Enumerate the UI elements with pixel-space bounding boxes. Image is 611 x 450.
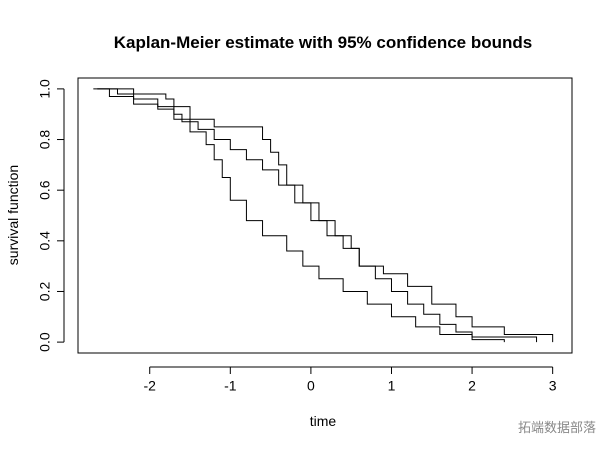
x-axis-label: time (310, 413, 337, 429)
x-tick-label: 2 (468, 378, 476, 394)
x-tick-label: 1 (388, 378, 396, 394)
watermark: 拓端数据部落 (518, 420, 596, 435)
chart-title: Kaplan-Meier estimate with 95% confidenc… (114, 33, 532, 52)
y-tick-label: 0.0 (37, 332, 53, 352)
plot-frame (77, 77, 573, 354)
y-tick-label: 0.2 (37, 282, 53, 302)
x-tick-label: 0 (307, 378, 315, 394)
x-tick-label: 3 (549, 378, 557, 394)
x-tick-label: -2 (143, 378, 156, 394)
y-tick-label: 0.6 (37, 180, 53, 200)
km-line (97, 88, 538, 343)
y-tick-label: 0.4 (37, 231, 53, 251)
km-line (97, 88, 554, 343)
km-line (93, 88, 505, 343)
x-tick-label: -1 (224, 378, 237, 394)
y-tick-label: 1.0 (37, 79, 53, 99)
y-tick-label: 0.8 (37, 130, 53, 150)
y-axis-label: survival function (5, 165, 21, 265)
